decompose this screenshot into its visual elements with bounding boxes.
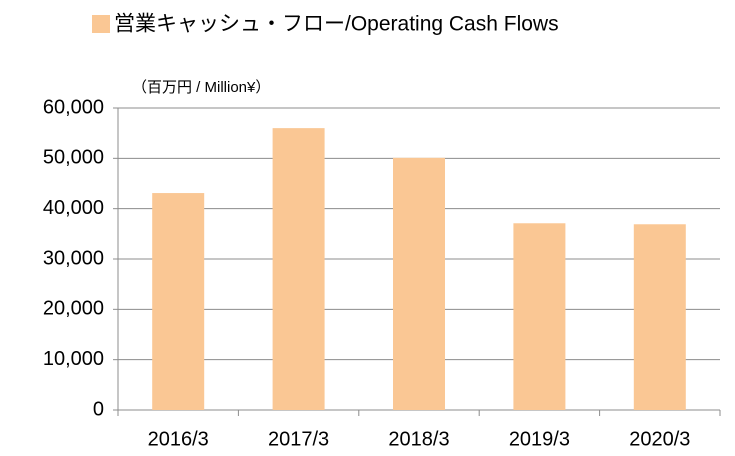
y-tick-label: 40,000: [43, 197, 104, 219]
bar: [513, 223, 566, 410]
bar: [633, 224, 686, 410]
bar: [272, 128, 325, 410]
unit-label: （百万円 / Million¥）: [132, 79, 270, 96]
bar: [393, 157, 445, 410]
y-tick-label: 0: [93, 398, 104, 420]
x-tick-label: 2016/3: [148, 428, 209, 450]
x-tick-label: 2020/3: [629, 428, 690, 450]
legend-label: 営業キャッシュ・フロー/Operating Cash Flows: [114, 13, 559, 36]
y-tick-label: 50,000: [43, 147, 104, 169]
x-tick-label: 2019/3: [509, 428, 570, 450]
y-tick-label: 60,000: [43, 96, 104, 118]
x-tick-label: 2018/3: [388, 428, 449, 450]
y-tick-label: 20,000: [43, 298, 104, 320]
y-tick-label: 30,000: [43, 247, 104, 269]
legend-swatch: [92, 15, 110, 33]
bar: [152, 193, 205, 410]
x-tick-label: 2017/3: [268, 428, 329, 450]
y-tick-label: 10,000: [43, 348, 104, 370]
